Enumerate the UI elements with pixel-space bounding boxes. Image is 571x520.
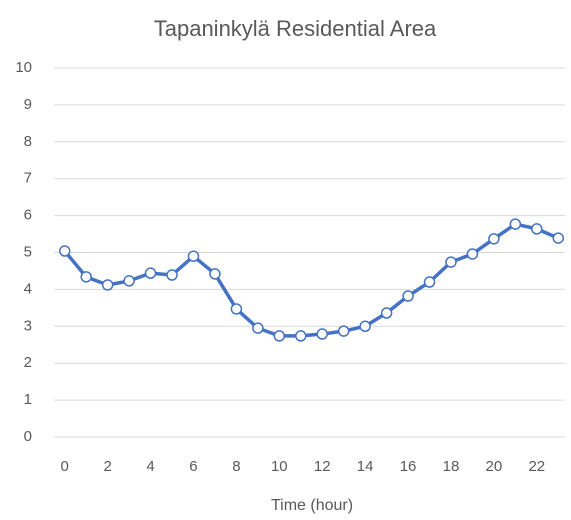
marker: [445, 256, 457, 268]
x-tick-label: 12: [314, 458, 331, 475]
marker: [402, 290, 414, 302]
y-tick-label: 7: [24, 170, 32, 187]
y-tick-label: 1: [24, 391, 32, 408]
x-tick-label: 10: [271, 458, 288, 475]
marker: [359, 320, 371, 333]
y-tick-label: 5: [24, 243, 32, 260]
y-tick-label: 3: [24, 317, 32, 334]
marker: [295, 330, 307, 342]
x-tick-label: 16: [400, 458, 417, 475]
x-tick-label: 6: [189, 458, 197, 475]
y-tick-label: 6: [24, 207, 32, 224]
marker: [531, 223, 543, 235]
y-tick-label: 2: [24, 354, 32, 371]
marker: [488, 233, 500, 245]
x-tick-label: 18: [443, 458, 460, 475]
x-tick-label: 20: [486, 458, 503, 475]
x-tick-label: 8: [232, 458, 240, 475]
y-tick-label: 8: [24, 133, 32, 150]
marker: [230, 303, 243, 315]
x-tick-label: 14: [357, 458, 374, 475]
y-tick-label: 0: [24, 428, 32, 445]
marker: [273, 330, 286, 342]
x-tick-label: 2: [103, 458, 111, 475]
marker: [466, 248, 479, 260]
marker: [380, 307, 393, 319]
marker: [80, 271, 92, 283]
y-tick-label: 10: [15, 59, 32, 76]
x-axis-title: Time (hour): [271, 497, 353, 514]
y-tick-label: 4: [24, 280, 32, 297]
marker: [337, 325, 350, 337]
y-tick-label: 9: [24, 96, 32, 113]
marker: [123, 275, 135, 287]
marker: [166, 269, 178, 281]
marker: [101, 279, 114, 291]
marker: [423, 276, 436, 288]
marker: [58, 245, 71, 257]
marker: [509, 218, 522, 230]
x-tick-label: 0: [61, 458, 69, 475]
chart-title: Tapaninkylä Residential Area: [154, 16, 437, 41]
marker: [252, 322, 264, 334]
marker: [552, 232, 565, 244]
marker: [209, 268, 221, 280]
x-tick-label: 4: [146, 458, 154, 475]
marker: [187, 250, 200, 262]
marker: [144, 267, 157, 279]
line: [63, 222, 559, 338]
marker: [316, 328, 328, 340]
x-tick-label: 22: [528, 458, 545, 475]
